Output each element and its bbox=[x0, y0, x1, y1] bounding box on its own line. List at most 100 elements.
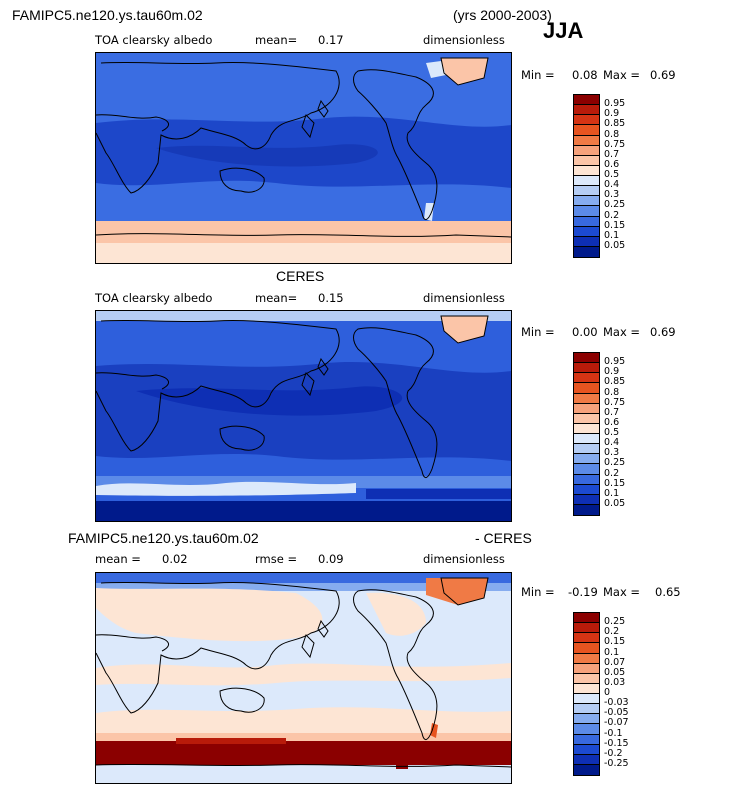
colorbar-segment bbox=[574, 353, 599, 364]
colorbar-tick-label: -0.15 bbox=[604, 737, 629, 749]
panel1-mean-value: 0.17 bbox=[318, 33, 344, 47]
panel3-mean-value: 0.02 bbox=[162, 552, 188, 566]
season-label: JJA bbox=[543, 18, 584, 43]
panel3-mean-label: mean = bbox=[95, 552, 141, 566]
colorbar-segment bbox=[574, 724, 599, 735]
colorbar-tick-label: 0.1 bbox=[604, 229, 620, 241]
colorbar-tick-label: 0.6 bbox=[604, 158, 620, 170]
colorbar-segment bbox=[574, 504, 599, 515]
colorbar-segment bbox=[574, 494, 599, 505]
colorbar-tick-label: -0.1 bbox=[604, 727, 623, 739]
panel3-min-label: Min = bbox=[521, 585, 555, 599]
colorbar-segment bbox=[574, 434, 599, 445]
panel1-mean-label: mean= bbox=[255, 33, 298, 47]
panel1-min-value: 0.08 bbox=[572, 68, 598, 82]
panel2-units: dimensionless bbox=[423, 291, 505, 305]
colorbar-segment bbox=[574, 383, 599, 394]
colorbar-segment bbox=[574, 125, 599, 136]
colorbar-tick-label: 0.75 bbox=[604, 138, 626, 150]
colorbar-segment bbox=[574, 744, 599, 755]
colorbar-tick-label: 0.4 bbox=[604, 179, 620, 191]
colorbar-tick-label: -0.07 bbox=[604, 717, 629, 729]
colorbar-tick-label: 0.1 bbox=[604, 487, 620, 499]
colorbar-segment bbox=[574, 393, 599, 404]
colorbar-tick-label: 0.25 bbox=[604, 616, 626, 628]
panel1-min-label: Min = bbox=[521, 68, 555, 82]
colorbar-tick-label: 0.2 bbox=[604, 467, 620, 479]
panel2-min-value: 0.00 bbox=[572, 325, 598, 339]
panel1-max-value: 0.69 bbox=[650, 68, 676, 82]
colorbar-tick-label: 0.8 bbox=[604, 128, 620, 140]
colorbar-tick-label: -0.25 bbox=[604, 757, 629, 769]
panel1-max-label: Max = bbox=[603, 68, 641, 82]
colorbar-tick-label: 0.85 bbox=[604, 118, 626, 130]
colorbar-tick-label: 0.25 bbox=[604, 199, 626, 211]
colorbar-segment bbox=[574, 653, 599, 664]
panel1-map bbox=[95, 52, 512, 264]
colorbar-segment bbox=[574, 145, 599, 156]
colorbar-segment bbox=[574, 196, 599, 207]
colorbar-tick-label: -0.03 bbox=[604, 697, 629, 709]
colorbar-tick-label: 0.85 bbox=[604, 376, 626, 388]
colorbar-tick-label: 0.9 bbox=[604, 366, 620, 378]
colorbar-segment bbox=[574, 413, 599, 424]
panel1-period: (yrs 2000-2003) bbox=[453, 7, 552, 23]
colorbar-segment bbox=[574, 403, 599, 414]
colorbar-tick-label: 0.15 bbox=[604, 477, 626, 489]
colorbar-segment bbox=[574, 694, 599, 705]
colorbar-tick-label: 0.3 bbox=[604, 189, 620, 201]
colorbar-segment bbox=[574, 484, 599, 495]
panel2-map bbox=[95, 310, 512, 522]
panel3-max-label: Max = bbox=[603, 585, 641, 599]
panel1-colorbar bbox=[573, 94, 600, 258]
colorbar-segment bbox=[574, 236, 599, 247]
colorbar-segment bbox=[574, 444, 599, 455]
colorbar-segment bbox=[574, 464, 599, 475]
colorbar-tick-label: 0.03 bbox=[604, 676, 626, 688]
colorbar-tick-label: 0.6 bbox=[604, 416, 620, 428]
panel3-title: FAMIPC5.ne120.ys.tau60m.02 bbox=[68, 530, 259, 546]
colorbar-segment bbox=[574, 216, 599, 227]
colorbar-segment bbox=[574, 186, 599, 197]
colorbar-segment bbox=[574, 474, 599, 485]
colorbar-segment bbox=[574, 226, 599, 237]
panel3-coastlines bbox=[96, 577, 511, 768]
colorbar-tick-label: 0.95 bbox=[604, 356, 626, 368]
panel2-min-label: Min = bbox=[521, 325, 555, 339]
colorbar-segment bbox=[574, 373, 599, 384]
colorbar-tick-label: 0.25 bbox=[604, 457, 626, 469]
colorbar-segment bbox=[574, 95, 599, 106]
colorbar-segment bbox=[574, 105, 599, 116]
panel2-max-label: Max = bbox=[603, 325, 641, 339]
panel1-title: FAMIPC5.ne120.ys.tau60m.02 bbox=[12, 7, 203, 23]
colorbar-tick-label: 0.8 bbox=[604, 386, 620, 398]
panel2-coastlines bbox=[96, 315, 489, 478]
colorbar-tick-label: 0.3 bbox=[604, 447, 620, 459]
colorbar-segment bbox=[574, 115, 599, 126]
colorbar-segment bbox=[574, 714, 599, 725]
colorbar-tick-label: 0.5 bbox=[604, 169, 620, 180]
colorbar-tick-label: 0.5 bbox=[604, 427, 620, 438]
colorbar-tick-label: 0.05 bbox=[604, 666, 626, 678]
colorbar-tick-label: 0.75 bbox=[604, 396, 626, 408]
colorbar-segment bbox=[574, 423, 599, 434]
colorbar-segment bbox=[574, 176, 599, 187]
colorbar-segment bbox=[574, 643, 599, 654]
colorbar-tick-label: 0.7 bbox=[604, 148, 620, 160]
panel2-variable-label: TOA clearsky albedo bbox=[95, 291, 213, 305]
panel2-mean-value: 0.15 bbox=[318, 291, 344, 305]
panel3-map bbox=[95, 572, 512, 784]
colorbar-segment bbox=[574, 363, 599, 374]
colorbar-segment bbox=[574, 206, 599, 217]
colorbar-tick-label: 0.7 bbox=[604, 406, 620, 418]
colorbar-tick-label: 0 bbox=[604, 687, 611, 698]
colorbar-tick-label: 0.07 bbox=[604, 656, 626, 668]
colorbar-tick-label: 0.95 bbox=[604, 98, 626, 110]
panel3-max-value: 0.65 bbox=[655, 585, 681, 599]
colorbar-segment bbox=[574, 633, 599, 644]
colorbar-segment bbox=[574, 135, 599, 146]
colorbar-segment bbox=[574, 683, 599, 694]
panel2-mean-label: mean= bbox=[255, 291, 298, 305]
panel3-colorbar bbox=[573, 612, 600, 776]
colorbar-segment bbox=[574, 734, 599, 745]
